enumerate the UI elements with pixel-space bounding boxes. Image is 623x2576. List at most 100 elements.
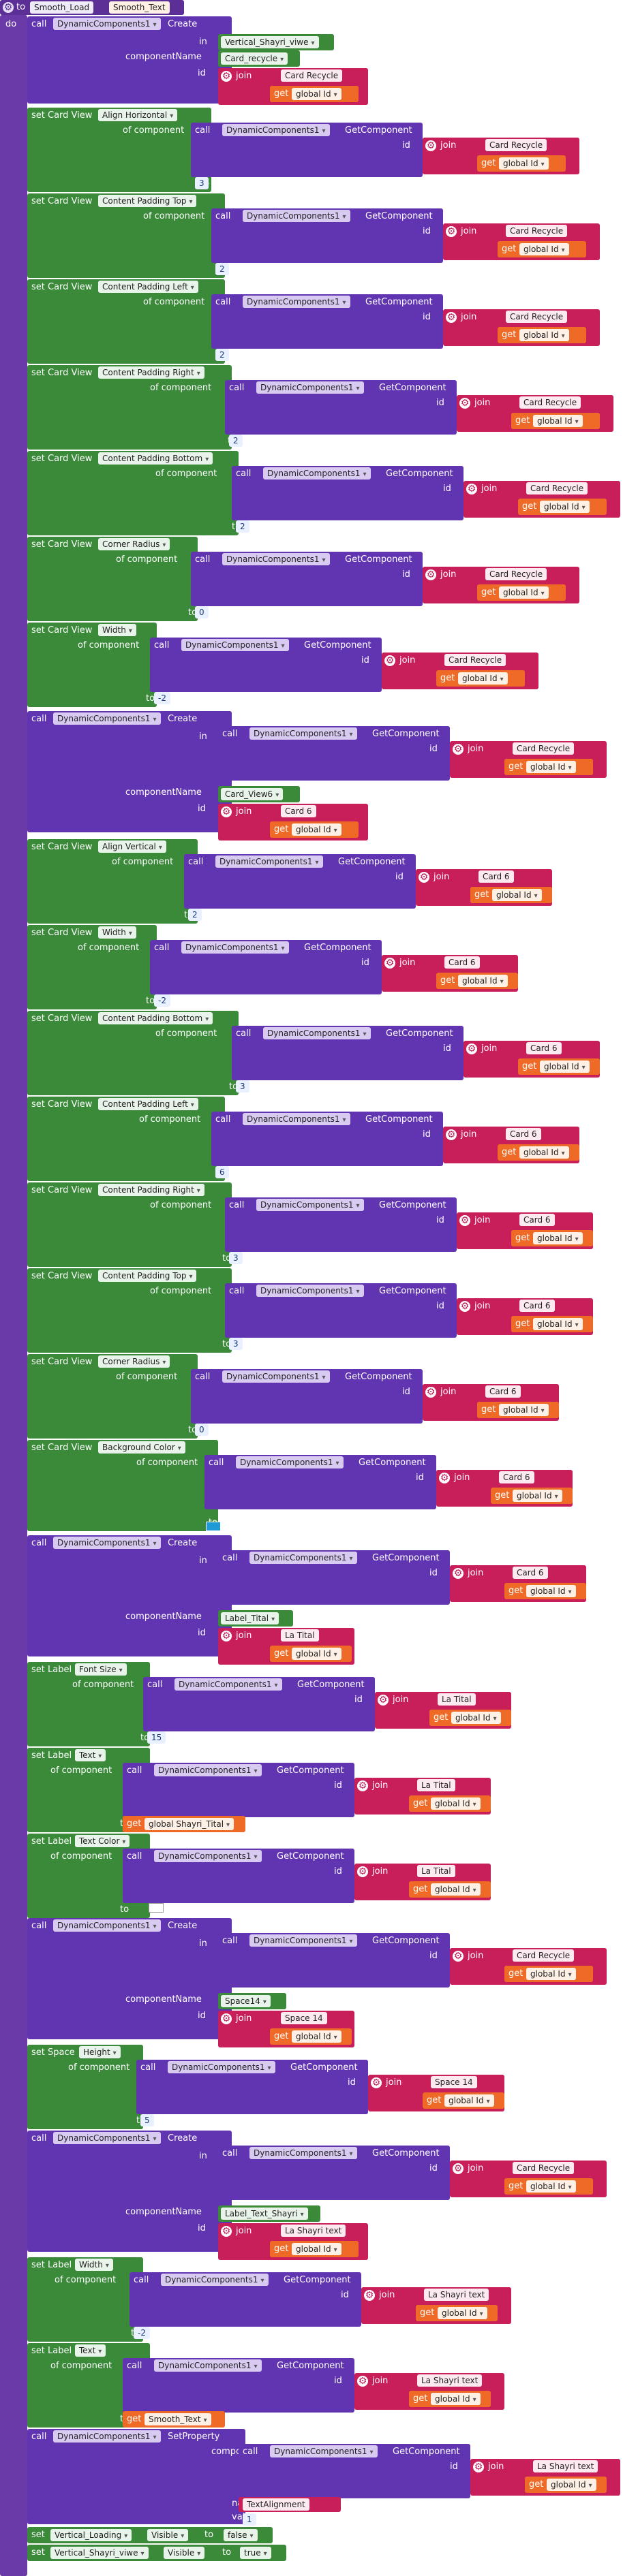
- value-2[interactable]: 2: [215, 263, 229, 275]
- procedure-param[interactable]: Smooth_Text: [109, 1, 170, 14]
- get-global-id[interactable]: get global Id: [504, 1583, 586, 1599]
- getcomponent-block[interactable]: call DynamicComponents1 GetComponent id: [211, 1112, 443, 1166]
- gear-icon[interactable]: ⚙: [439, 1473, 450, 1483]
- gear-icon[interactable]: ⚙: [357, 2376, 368, 2387]
- set-card-view-padding-right[interactable]: set Card View Content Padding Right of c…: [27, 1182, 232, 1267]
- value-3[interactable]: 3: [229, 1338, 243, 1350]
- label-tital-ref[interactable]: Label_Tital: [218, 1610, 293, 1627]
- getcomponent-block[interactable]: call DynamicComponents1 GetComponent id: [191, 123, 423, 177]
- get-global-id[interactable]: get global Id: [429, 1710, 511, 1726]
- get-global-id[interactable]: get global Id: [477, 1402, 559, 1418]
- get-global-id[interactable]: get global Id: [477, 155, 566, 172]
- procedure-name-field[interactable]: Smooth_Load: [30, 1, 94, 14]
- value-1[interactable]: 1: [243, 2513, 256, 2526]
- dynamic-component-select[interactable]: DynamicComponents1: [53, 18, 161, 30]
- get-global-id[interactable]: get global Id: [470, 887, 552, 903]
- gear-icon[interactable]: ⚙: [425, 1387, 436, 1398]
- gear-icon[interactable]: ⚙: [364, 2290, 375, 2301]
- gear-icon[interactable]: ⚙: [3, 2, 14, 13]
- getcomponent-block[interactable]: call DynamicComponents1 GetComponent id: [184, 854, 416, 909]
- vertical-shayri-ref[interactable]: Vertical_Shayri_viwe: [218, 34, 334, 50]
- get-smooth-text[interactable]: get Smooth_Text: [123, 2411, 225, 2428]
- set-card-view-padding-left[interactable]: set Card View Content Padding Left of co…: [27, 279, 227, 364]
- set-vertical-loading-visible[interactable]: set Vertical_Loading Visible to false: [27, 2527, 273, 2543]
- value-minus-2[interactable]: -2: [154, 692, 170, 704]
- color-swatch-blue[interactable]: [206, 1522, 221, 1531]
- get-global-id[interactable]: get global Id: [491, 1488, 573, 1504]
- getcomponent-block[interactable]: call DynamicComponents1 GetComponent id: [143, 1677, 375, 1731]
- get-global-id[interactable]: get global Id: [270, 821, 359, 838]
- getcomponent-block[interactable]: call DynamicComponents1 GetComponent id: [225, 380, 457, 435]
- getcomponent-block[interactable]: call DynamicComponents1 GetComponent id: [239, 2444, 470, 2498]
- create-block[interactable]: call DynamicComponents1 Create in compon…: [27, 16, 232, 104]
- getcomponent-block[interactable]: call DynamicComponents1 GetComponent id: [218, 1550, 450, 1605]
- procedure-header[interactable]: ⚙ to Smooth_Load Smooth_Text: [0, 0, 184, 15]
- gear-icon[interactable]: ⚙: [453, 2163, 464, 2174]
- set-space-height[interactable]: set Space Height of component to: [27, 2045, 145, 2129]
- getcomponent-block[interactable]: call DynamicComponents1 GetComponent id: [123, 1763, 354, 1817]
- set-card-view-padding-top[interactable]: set Card View Content Padding Top of com…: [27, 1268, 232, 1353]
- getcomponent-block[interactable]: call DynamicComponents1 GetComponent id: [232, 1026, 464, 1080]
- gear-icon[interactable]: ⚙: [371, 2077, 382, 2088]
- get-global-id[interactable]: get global Id: [477, 584, 566, 601]
- create-block[interactable]: call DynamicComponents1 Create in compon…: [27, 1918, 232, 2039]
- getcomponent-block[interactable]: call DynamicComponents1 GetComponent id: [136, 2060, 368, 2114]
- set-card-view-corner-radius[interactable]: set Card View Corner Radius of component…: [27, 537, 198, 621]
- getcomponent-block[interactable]: call DynamicComponents1 GetComponent id: [225, 1283, 457, 1338]
- getcomponent-block[interactable]: call DynamicComponents1 GetComponent id: [218, 726, 450, 781]
- set-card-view-width[interactable]: set Card View Width of component to: [27, 623, 157, 707]
- gear-icon[interactable]: ⚙: [466, 484, 477, 494]
- set-card-view-width[interactable]: set Card View Width of component to: [27, 925, 157, 1009]
- value-15[interactable]: 15: [147, 1731, 166, 1744]
- gear-icon[interactable]: ⚙: [459, 1301, 470, 1312]
- setproperty-block[interactable]: call DynamicComponents1 SetProperty comp…: [27, 2429, 262, 2524]
- getcomponent-block[interactable]: call DynamicComponents1 GetComponent id: [211, 208, 443, 263]
- get-global-id[interactable]: get global Id: [409, 2391, 491, 2407]
- gear-icon[interactable]: ⚙: [459, 1215, 470, 1226]
- get-global-id[interactable]: get global Id: [525, 2477, 607, 2493]
- get-global-id[interactable]: get global Id: [511, 1230, 593, 1246]
- gear-icon[interactable]: ⚙: [453, 744, 464, 755]
- gear-icon[interactable]: ⚙: [384, 655, 395, 666]
- gear-icon[interactable]: ⚙: [221, 1631, 232, 1642]
- gear-icon[interactable]: ⚙: [425, 569, 436, 580]
- get-global-id[interactable]: get global Id: [436, 973, 518, 989]
- get-shayri-tital[interactable]: get global Shayri_Tital: [123, 1816, 245, 1832]
- getcomponent-block[interactable]: call DynamicComponents1 GetComponent id: [211, 294, 443, 349]
- get-global-id[interactable]: get global Id: [511, 1316, 593, 1332]
- set-card-view-align-h[interactable]: set Card View Align Horizontal of compon…: [27, 108, 211, 192]
- gear-icon[interactable]: ⚙: [357, 1780, 368, 1791]
- set-label-width[interactable]: set Label Width of component to: [27, 2257, 143, 2342]
- getcomponent-block[interactable]: call DynamicComponents1 GetComponent id: [130, 2272, 361, 2327]
- value-6[interactable]: 6: [215, 1166, 229, 1178]
- getcomponent-block[interactable]: call DynamicComponents1 GetComponent id: [191, 1369, 423, 1424]
- gear-icon[interactable]: ⚙: [378, 1695, 389, 1706]
- gear-icon[interactable]: ⚙: [473, 2462, 484, 2472]
- gear-icon[interactable]: ⚙: [425, 140, 436, 151]
- getcomponent-block[interactable]: call DynamicComponents1 GetComponent id: [150, 940, 382, 994]
- get-global-id[interactable]: get global Id: [409, 1881, 491, 1898]
- gear-icon[interactable]: ⚙: [357, 1866, 368, 1877]
- getcomponent-block[interactable]: call DynamicComponents1 GetComponent id: [218, 1933, 450, 1988]
- getcomponent-block[interactable]: call DynamicComponents1 GetComponent id: [123, 2358, 354, 2413]
- textalignment-string[interactable]: TextAlignment: [239, 2497, 341, 2512]
- getcomponent-block[interactable]: call DynamicComponents1 GetComponent id: [123, 1849, 354, 1903]
- color-swatch-white[interactable]: [149, 1903, 164, 1913]
- create-block[interactable]: call DynamicComponents1 Create in compon…: [27, 711, 232, 832]
- value-3[interactable]: 3: [195, 177, 209, 189]
- value-3[interactable]: 3: [229, 1252, 243, 1264]
- set-card-view-background-color[interactable]: set Card View Background Color of compon…: [27, 1440, 218, 1531]
- space14-ref[interactable]: Space14: [218, 1993, 286, 2009]
- set-label-text-color[interactable]: set Label Text Color of component to: [27, 1834, 150, 1918]
- gear-icon[interactable]: ⚙: [384, 958, 395, 969]
- set-card-view-padding-bottom[interactable]: set Card View Content Padding Bottom of …: [27, 451, 241, 535]
- getcomponent-block[interactable]: call DynamicComponents1 GetComponent id: [204, 1455, 436, 1509]
- gear-icon[interactable]: ⚙: [221, 2013, 232, 2024]
- value-0[interactable]: 0: [195, 606, 209, 618]
- value-2[interactable]: 2: [215, 349, 229, 361]
- set-label-font-size[interactable]: set Label Font Size of component to: [27, 1662, 150, 1746]
- get-global-id[interactable]: get global Id: [436, 670, 525, 687]
- gear-icon[interactable]: ⚙: [221, 806, 232, 817]
- value-2[interactable]: 2: [188, 909, 202, 921]
- value-minus-2[interactable]: -2: [154, 994, 170, 1007]
